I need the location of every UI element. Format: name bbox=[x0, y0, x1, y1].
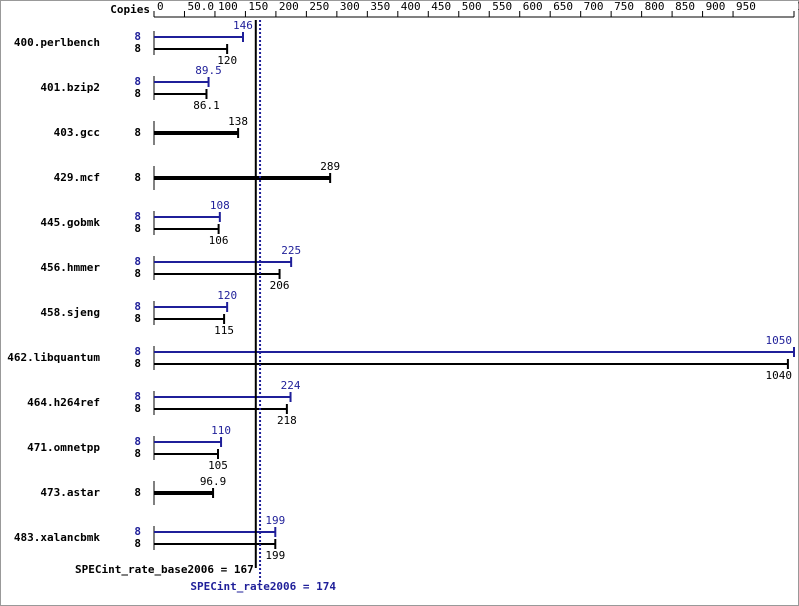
x-tick-label: 50.0 bbox=[187, 0, 214, 13]
copies-label: 8 bbox=[134, 300, 141, 313]
x-tick-label: 200 bbox=[279, 0, 299, 13]
copies-label: 8 bbox=[134, 312, 141, 325]
copies-label: 8 bbox=[134, 222, 141, 235]
copies-label: 8 bbox=[134, 537, 141, 550]
x-tick-label: 800 bbox=[645, 0, 665, 13]
x-tick-label: 500 bbox=[462, 0, 482, 13]
value-label: 106 bbox=[209, 234, 229, 247]
value-label: 199 bbox=[265, 514, 285, 527]
x-tick-label: 250 bbox=[309, 0, 329, 13]
x-tick-label: 850 bbox=[675, 0, 695, 13]
x-tick-label: 150 bbox=[248, 0, 268, 13]
copies-label: 8 bbox=[134, 255, 141, 268]
reference-label: SPECint_rate_base2006 = 167 bbox=[75, 563, 254, 576]
category-label: 403.gcc bbox=[54, 126, 100, 139]
value-label: 224 bbox=[281, 379, 301, 392]
reference-label: SPECint_rate2006 = 174 bbox=[190, 580, 336, 593]
x-tick-label: 100 bbox=[218, 0, 238, 13]
category-label: 445.gobmk bbox=[40, 216, 100, 229]
category-label: 473.astar bbox=[40, 486, 100, 499]
copies-label: 8 bbox=[134, 210, 141, 223]
x-tick-label: 600 bbox=[523, 0, 543, 13]
value-label: 89.5 bbox=[195, 64, 222, 77]
value-label: 110 bbox=[211, 424, 231, 437]
category-label: 429.mcf bbox=[54, 171, 100, 184]
copies-label: 8 bbox=[134, 267, 141, 280]
value-label: 105 bbox=[208, 459, 228, 472]
copies-label: 8 bbox=[134, 30, 141, 43]
value-label: 218 bbox=[277, 414, 297, 427]
copies-label: 8 bbox=[134, 42, 141, 55]
x-tick-label: 650 bbox=[553, 0, 573, 13]
x-tick-label: 700 bbox=[584, 0, 604, 13]
copies-label: 8 bbox=[134, 87, 141, 100]
copies-label: 8 bbox=[134, 435, 141, 448]
value-label: 96.9 bbox=[200, 475, 227, 488]
category-label: 462.libquantum bbox=[7, 351, 100, 364]
value-label: 206 bbox=[270, 279, 290, 292]
x-tick-label: 550 bbox=[492, 0, 512, 13]
x-tick-label: 450 bbox=[431, 0, 451, 13]
value-label: 120 bbox=[217, 289, 237, 302]
x-tick-label: 900 bbox=[706, 0, 726, 13]
copies-label: 8 bbox=[134, 345, 141, 358]
copies-label: 8 bbox=[134, 357, 141, 370]
x-tick-label: 0 bbox=[157, 0, 164, 13]
x-tick-label: 300 bbox=[340, 0, 360, 13]
value-label: 120 bbox=[217, 54, 237, 67]
x-tick-label: 750 bbox=[614, 0, 634, 13]
value-label: 289 bbox=[320, 160, 340, 173]
copies-label: 8 bbox=[134, 126, 141, 139]
x-tick-label: 1050 bbox=[797, 0, 799, 13]
copies-label: 8 bbox=[134, 525, 141, 538]
value-label: 1040 bbox=[766, 369, 793, 382]
value-label: 199 bbox=[265, 549, 285, 562]
category-label: 401.bzip2 bbox=[40, 81, 100, 94]
category-label: 464.h264ref bbox=[27, 396, 100, 409]
x-tick-label: 400 bbox=[401, 0, 421, 13]
copies-label: 8 bbox=[134, 402, 141, 415]
value-label: 138 bbox=[228, 115, 248, 128]
category-label: 471.omnetpp bbox=[27, 441, 100, 454]
value-label: 225 bbox=[281, 244, 301, 257]
x-tick-label: 350 bbox=[370, 0, 390, 13]
value-label: 146 bbox=[233, 19, 253, 32]
copies-label: 8 bbox=[134, 75, 141, 88]
copies-header: Copies bbox=[110, 3, 150, 16]
category-label: 400.perlbench bbox=[14, 36, 100, 49]
copies-label: 8 bbox=[134, 447, 141, 460]
value-label: 108 bbox=[210, 199, 230, 212]
category-label: 458.sjeng bbox=[40, 306, 100, 319]
value-label: 86.1 bbox=[193, 99, 220, 112]
copies-label: 8 bbox=[134, 171, 141, 184]
value-label: 115 bbox=[214, 324, 234, 337]
x-tick-label: 950 bbox=[736, 0, 756, 13]
value-label: 1050 bbox=[766, 334, 793, 347]
copies-label: 8 bbox=[134, 486, 141, 499]
category-label: 456.hmmer bbox=[40, 261, 100, 274]
category-label: 483.xalancbmk bbox=[14, 531, 100, 544]
copies-label: 8 bbox=[134, 390, 141, 403]
